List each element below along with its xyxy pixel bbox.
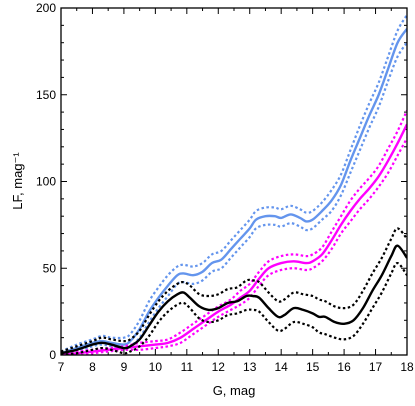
x-tick-label: 13 [243, 360, 257, 374]
x-tick-label: 12 [212, 360, 226, 374]
x-tick-label: 10 [149, 360, 163, 374]
x-axis-label: G, mag [213, 383, 256, 398]
x-tick-label: 18 [400, 360, 414, 374]
x-tick-label: 8 [89, 360, 96, 374]
series-line-6 [61, 244, 407, 355]
y-tick-label: 50 [43, 261, 57, 275]
x-tick-label: 14 [275, 360, 289, 374]
series-bound-2 [61, 42, 407, 355]
series-bound-8 [61, 261, 407, 355]
x-tick-label: 15 [306, 360, 320, 374]
series-line-0 [61, 28, 407, 355]
y-axis-label: LF, mag⁻¹ [10, 152, 25, 210]
x-tick-label: 17 [369, 360, 383, 374]
series-layer [61, 14, 407, 355]
plot-frame [60, 7, 408, 356]
x-tick-label: 16 [337, 360, 351, 374]
y-tick-label: 0 [49, 348, 56, 362]
x-tick-label: 9 [121, 360, 128, 374]
series-bound-7 [61, 227, 407, 353]
y-tick-label: 150 [36, 88, 56, 102]
series-bound-1 [61, 14, 407, 353]
tick-labels: 7 8 9 10 11 12 13 14 15 16 17 18 0 50 100 150 200 [36, 1, 414, 374]
series-bound-4 [61, 109, 407, 355]
y-tick-label: 100 [36, 175, 56, 189]
y-tick-label: 200 [36, 1, 56, 15]
x-tick-label: 11 [181, 360, 194, 374]
x-tick-label: 7 [58, 360, 65, 374]
